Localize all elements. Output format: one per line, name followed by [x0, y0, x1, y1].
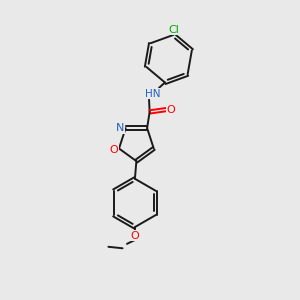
- Text: O: O: [130, 231, 139, 241]
- Text: O: O: [109, 145, 118, 155]
- Text: HN: HN: [145, 89, 160, 99]
- Text: N: N: [116, 123, 124, 133]
- Text: Cl: Cl: [168, 25, 179, 34]
- Text: O: O: [167, 105, 175, 115]
